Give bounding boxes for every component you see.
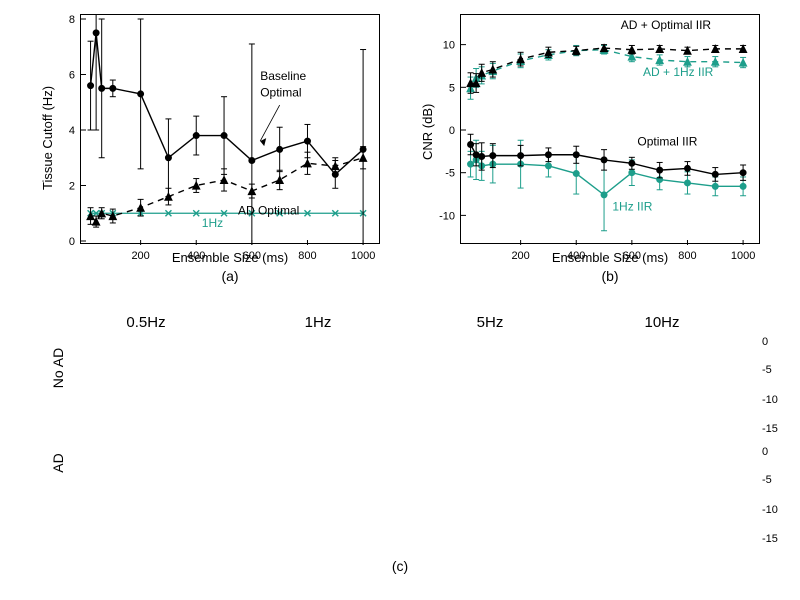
heat-row-label-1: AD [50,416,66,510]
plot-b-box: 2004006008001000-10-50510AD + Optimal II… [460,14,760,244]
heat-col-label-2: 5Hz [412,314,568,331]
heatmap-r1c1 [240,450,396,544]
figure-root: 200400600800100002468BaselineOptimalAD O… [0,0,800,600]
cbar0-tick-1: -5 [762,364,772,376]
svg-text:8: 8 [69,14,75,26]
svg-text:1Hz: 1Hz [202,216,223,230]
colorbar-row0 [746,340,758,434]
svg-text:4: 4 [69,125,75,137]
heatmap-r1c3 [584,450,740,544]
plot-b-svg: 2004006008001000-10-50510AD + Optimal II… [461,15,761,245]
svg-text:Optimal IIR: Optimal IIR [637,134,697,148]
heat-col-label-0: 0.5Hz [68,314,224,331]
heat-col-label-3: 10Hz [584,314,740,331]
svg-text:Baseline: Baseline [260,69,306,83]
cbar1-tick-3: -15 [762,533,778,545]
svg-text:0: 0 [69,236,75,248]
cbar1-tick-1: -5 [762,474,772,486]
cbar0-tick-2: -10 [762,394,778,406]
svg-text:Optimal: Optimal [260,86,301,100]
heatmap-r0c1 [240,340,396,434]
colorbar-row1 [746,450,758,544]
plot-b-subfig: (b) [460,268,760,284]
svg-text:6: 6 [69,70,75,82]
heat-col-label-1: 1Hz [240,314,396,331]
svg-text:2: 2 [69,181,75,193]
heat-row-label-0: No AD [50,321,66,415]
heatmap-r1c2 [412,450,568,544]
svg-text:5: 5 [449,82,455,94]
svg-text:0: 0 [449,125,455,137]
cbar0-tick-3: -15 [762,423,778,435]
plot-b-xlabel: Ensemble Size (ms) [460,250,760,265]
svg-text:1Hz IIR: 1Hz IIR [612,199,652,213]
cbar1-tick-0: 0 [762,446,768,458]
svg-text:AD + Optimal IIR: AD + Optimal IIR [621,18,712,32]
svg-text:AD Optimal: AD Optimal [238,204,299,218]
plot-a-subfig: (a) [80,268,380,284]
plot-a-ylabel: Tissue Cutoff (Hz) [40,86,55,190]
plot-a-xlabel: Ensemble Size (ms) [80,250,380,265]
svg-text:-5: -5 [445,168,455,180]
svg-text:-10: -10 [439,210,455,222]
cbar0-tick-0: 0 [762,336,768,348]
plot-a-svg: 200400600800100002468BaselineOptimalAD O… [81,15,381,245]
heatmap-r0c2 [412,340,568,434]
plot-a-box: 200400600800100002468BaselineOptimalAD O… [80,14,380,244]
heatmap-r1c0 [68,450,224,544]
svg-text:10: 10 [443,40,455,52]
plot-c-subfig: (c) [0,558,800,574]
svg-text:AD + 1Hz IIR: AD + 1Hz IIR [643,65,714,79]
heatmap-r0c3 [584,340,740,434]
heatmap-r0c0: 1mm [68,340,224,434]
plot-b-ylabel: CNR (dB) [420,104,435,160]
cbar1-tick-2: -10 [762,504,778,516]
